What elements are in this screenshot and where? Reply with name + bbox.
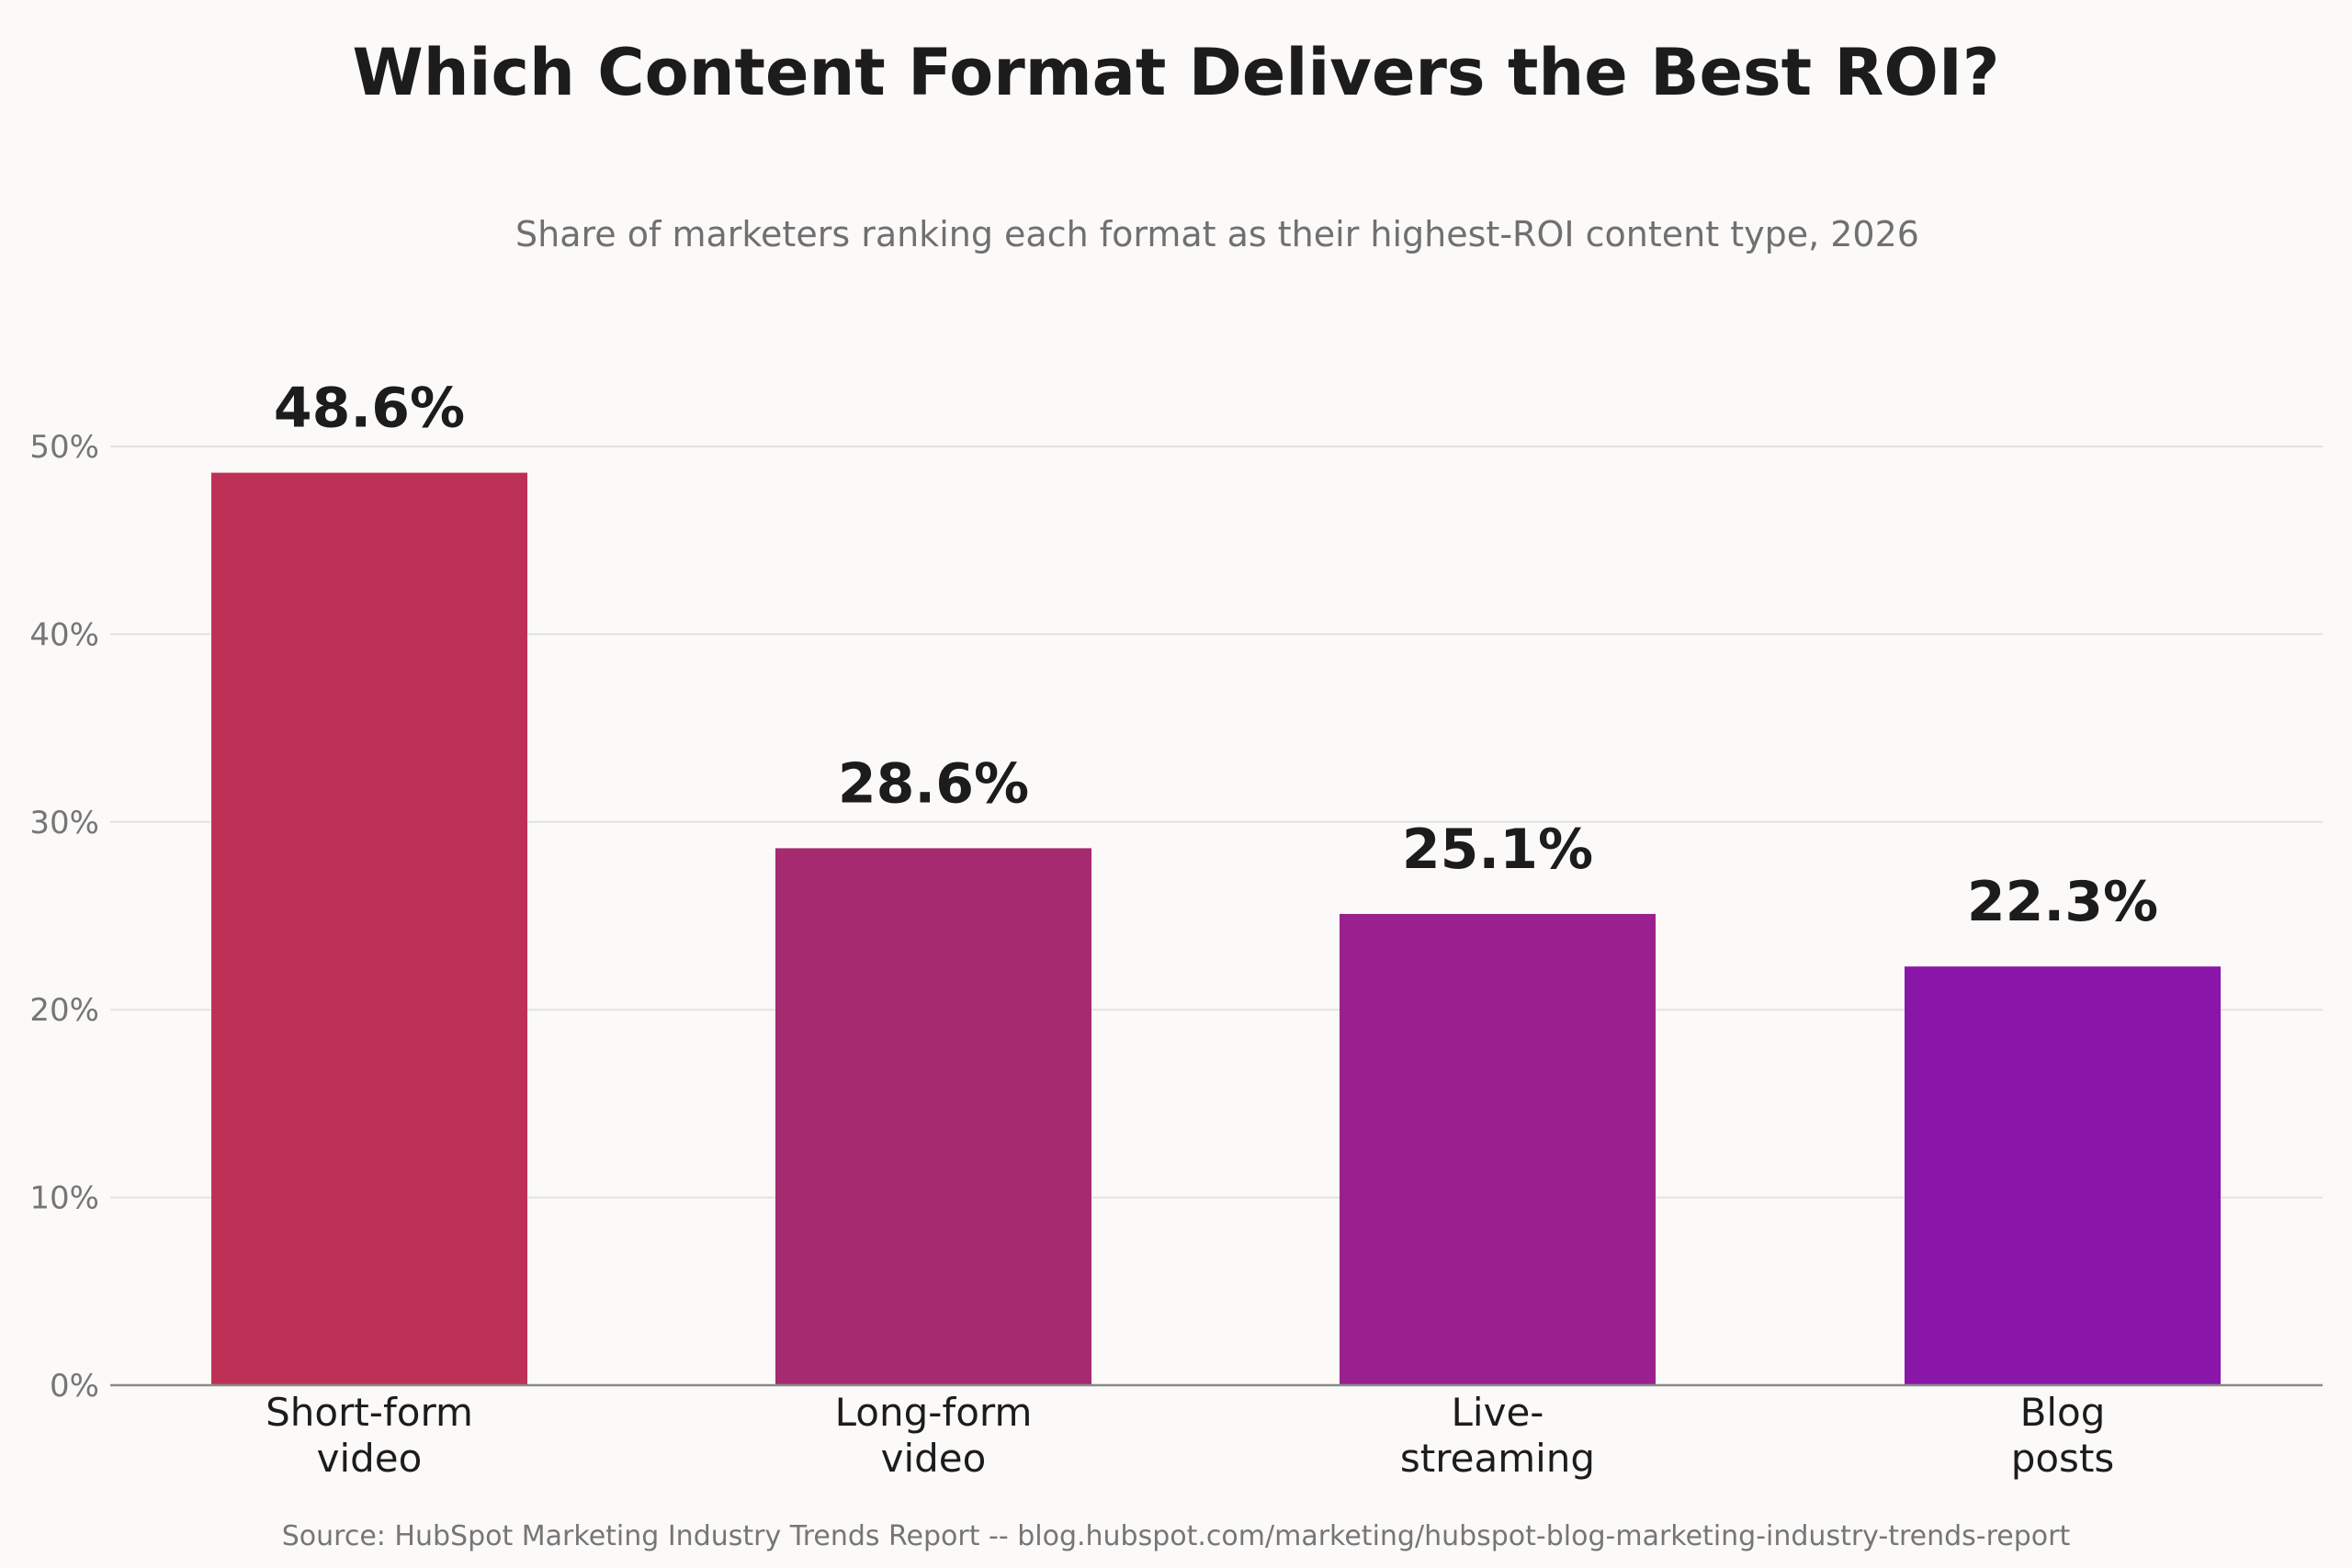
y-tick-label: 20% (29, 992, 99, 1029)
y-tick-label: 50% (29, 429, 99, 466)
x-tick-label: Blog (2020, 1390, 2106, 1435)
source-note: Source: HubSpot Marketing Industry Trend… (282, 1520, 2071, 1552)
bar (1340, 913, 1656, 1385)
x-tick-label: streaming (1400, 1436, 1595, 1481)
x-tick-label: Short-form (266, 1390, 473, 1435)
data-label: 25.1% (1402, 818, 1593, 882)
bar (211, 472, 527, 1385)
data-label: 22.3% (1967, 870, 2158, 934)
y-tick-label: 10% (29, 1180, 99, 1217)
x-tick-label: Live- (1452, 1390, 1544, 1435)
data-label: 48.6% (274, 377, 465, 441)
y-tick-label: 30% (29, 805, 99, 841)
x-tick-label: video (881, 1436, 987, 1481)
bars (211, 472, 2221, 1385)
y-tick-label: 40% (29, 616, 99, 653)
y-axis-ticks: 0% 10% 20% 30% 40% 50% (29, 429, 99, 1404)
bar (775, 848, 1091, 1385)
y-tick-label: 0% (50, 1368, 99, 1404)
x-tick-label: posts (2011, 1436, 2115, 1481)
chart-title: Which Content Format Delivers the Best R… (353, 35, 2000, 110)
bar (1905, 966, 2221, 1385)
x-axis-categories: Short-formvideoLong-formvideoLive-stream… (266, 1390, 2114, 1481)
x-tick-label: video (317, 1436, 423, 1481)
x-tick-label: Long-form (835, 1390, 1033, 1435)
chart-subtitle: Share of marketers ranking each format a… (515, 214, 1919, 254)
data-labels: 48.6% 28.6% 25.1% 22.3% (274, 377, 2158, 935)
data-label: 28.6% (838, 751, 1029, 816)
